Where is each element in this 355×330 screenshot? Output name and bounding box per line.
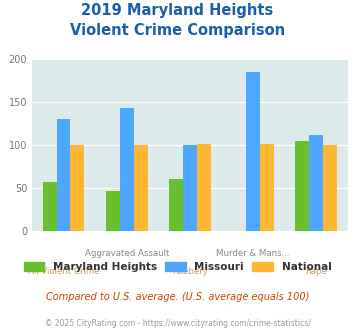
Bar <box>260 144 274 231</box>
Bar <box>169 179 183 231</box>
Bar <box>134 145 148 231</box>
Text: Rape: Rape <box>305 267 327 276</box>
Text: Robbery: Robbery <box>172 267 208 276</box>
Bar <box>295 141 309 231</box>
Bar <box>43 182 56 231</box>
Bar <box>246 72 260 231</box>
Bar <box>106 191 120 231</box>
Text: Aggravated Assault: Aggravated Assault <box>84 249 169 258</box>
Bar <box>183 145 197 231</box>
Bar <box>197 144 211 231</box>
Text: 2019 Maryland Heights: 2019 Maryland Heights <box>81 3 274 18</box>
Legend: Maryland Heights, Missouri, National: Maryland Heights, Missouri, National <box>23 262 332 272</box>
Bar <box>309 135 323 231</box>
Bar <box>71 145 84 231</box>
Text: Murder & Mans...: Murder & Mans... <box>216 249 290 258</box>
Bar <box>56 119 71 231</box>
Text: All Violent Crime: All Violent Crime <box>28 267 99 276</box>
Text: Compared to U.S. average. (U.S. average equals 100): Compared to U.S. average. (U.S. average … <box>46 292 309 302</box>
Text: Violent Crime Comparison: Violent Crime Comparison <box>70 23 285 38</box>
Text: © 2025 CityRating.com - https://www.cityrating.com/crime-statistics/: © 2025 CityRating.com - https://www.city… <box>45 319 310 328</box>
Bar <box>120 108 134 231</box>
Bar <box>323 145 337 231</box>
